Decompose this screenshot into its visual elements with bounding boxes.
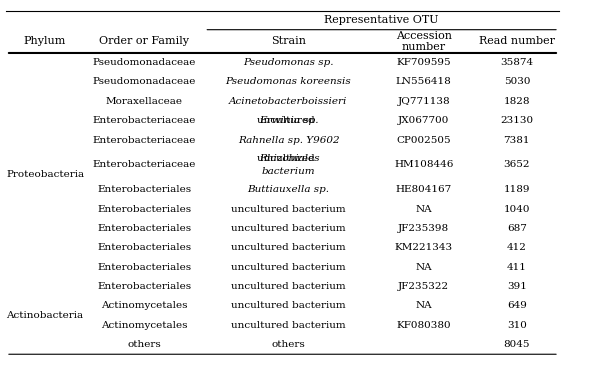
Text: 649: 649: [507, 301, 527, 310]
Text: KF080380: KF080380: [397, 321, 451, 330]
Text: Order or Family: Order or Family: [99, 36, 189, 46]
Text: Acinetobacterboissieri: Acinetobacterboissieri: [230, 97, 347, 106]
Text: Pseudomonas koreensis: Pseudomonas koreensis: [225, 77, 352, 86]
Text: Buttiauxella sp.: Buttiauxella sp.: [248, 185, 329, 194]
Text: Actinomycetales: Actinomycetales: [101, 321, 188, 330]
Text: KM221343: KM221343: [395, 243, 453, 252]
Text: Accession
number: Accession number: [395, 31, 452, 52]
Text: JF235398: JF235398: [398, 224, 450, 233]
Text: CP002505: CP002505: [397, 135, 451, 145]
Text: others: others: [127, 340, 161, 349]
Text: uncultured bacterium: uncultured bacterium: [231, 321, 346, 330]
Text: Actinomycetales: Actinomycetales: [101, 301, 188, 310]
Text: 310: 310: [507, 321, 527, 330]
Text: uncultured bacterium: uncultured bacterium: [231, 301, 346, 310]
Text: 5030: 5030: [504, 77, 530, 86]
Text: JF235322: JF235322: [398, 282, 450, 291]
Text: uncultured: uncultured: [257, 154, 319, 163]
Text: Enterobacteriaceae: Enterobacteriaceae: [93, 135, 196, 145]
Text: Enterobacteriales: Enterobacteriales: [97, 224, 191, 233]
Text: bacterium: bacterium: [261, 167, 316, 176]
Text: NA: NA: [415, 205, 432, 214]
Text: HE804167: HE804167: [395, 185, 452, 194]
Text: Enterobacteriales: Enterobacteriales: [97, 185, 191, 194]
Text: Enterobacteriales: Enterobacteriales: [97, 205, 191, 214]
Text: Pseudomonadaceae: Pseudomonadaceae: [93, 58, 196, 67]
Text: 411: 411: [507, 263, 527, 272]
Text: Read number: Read number: [479, 36, 555, 46]
Text: uncultured bacterium: uncultured bacterium: [231, 282, 346, 291]
Text: 1189: 1189: [504, 185, 530, 194]
Text: Enterobacteriaceae: Enterobacteriaceae: [93, 161, 196, 169]
Text: 687: 687: [507, 224, 527, 233]
Text: NA: NA: [415, 301, 432, 310]
Text: 7381: 7381: [504, 135, 530, 145]
Text: Enterobacteriaceae: Enterobacteriaceae: [93, 116, 196, 125]
Text: uncultured bacterium: uncultured bacterium: [231, 243, 346, 252]
Text: uncultured bacterium: uncultured bacterium: [231, 205, 346, 214]
Text: Moraxellaceae: Moraxellaceae: [106, 97, 183, 106]
Text: others: others: [272, 340, 305, 349]
Text: 23130: 23130: [500, 116, 534, 125]
Text: uncultured bacterium: uncultured bacterium: [231, 263, 346, 272]
Text: Representative OTU: Representative OTU: [325, 15, 439, 25]
Text: Rhizobiales: Rhizobiales: [258, 154, 319, 163]
Text: uncultured: uncultured: [257, 116, 319, 125]
Text: JQ771138: JQ771138: [397, 97, 450, 106]
Text: Proteobacteria: Proteobacteria: [6, 170, 84, 179]
Text: Actinobacteria: Actinobacteria: [7, 311, 84, 320]
Text: Rahnella sp. Y9602: Rahnella sp. Y9602: [237, 135, 340, 145]
Text: HM108446: HM108446: [394, 161, 453, 169]
Text: 412: 412: [507, 243, 527, 252]
Text: 35874: 35874: [500, 58, 534, 67]
Text: 1040: 1040: [504, 205, 530, 214]
Text: 3652: 3652: [504, 161, 530, 169]
Text: JX067700: JX067700: [398, 116, 450, 125]
Text: LN556418: LN556418: [396, 77, 451, 86]
Text: NA: NA: [415, 263, 432, 272]
Text: Phylum: Phylum: [24, 36, 66, 46]
Text: Enterobacteriales: Enterobacteriales: [97, 243, 191, 252]
Text: Strain: Strain: [271, 36, 306, 46]
Text: 8045: 8045: [504, 340, 530, 349]
Text: KF709595: KF709595: [397, 58, 451, 67]
Text: Enterobacteriales: Enterobacteriales: [97, 282, 191, 291]
Text: uncultured bacterium: uncultured bacterium: [231, 224, 346, 233]
Text: Pseudomonadaceae: Pseudomonadaceae: [93, 77, 196, 86]
Text: Erwinia sp.: Erwinia sp.: [259, 116, 319, 125]
Text: Enterobacteriales: Enterobacteriales: [97, 263, 191, 272]
Text: 391: 391: [507, 282, 527, 291]
Text: 1828: 1828: [504, 97, 530, 106]
Text: Pseudomonas sp.: Pseudomonas sp.: [243, 58, 334, 67]
